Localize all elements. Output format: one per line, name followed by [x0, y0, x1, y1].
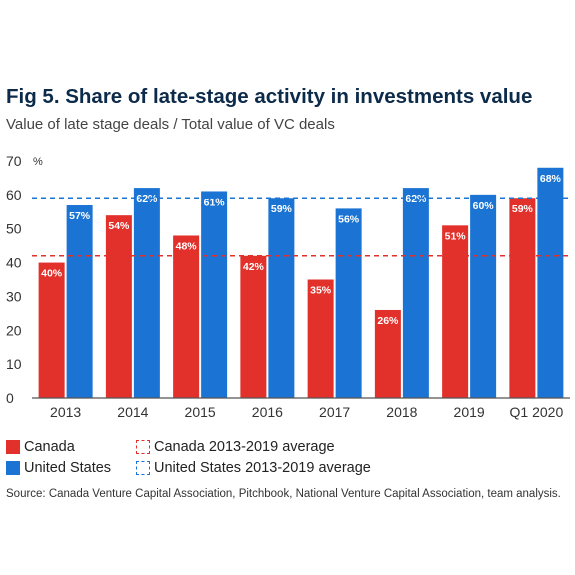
legend-swatch-us-average [136, 460, 150, 475]
data-label: 26% [377, 315, 399, 327]
bar-united-states-2019 [470, 194, 497, 398]
y-tick-label: 40 [6, 255, 22, 271]
chart-subtitle: Value of late stage deals / Total value … [6, 116, 335, 133]
y-tick-label: 60 [6, 187, 22, 203]
y-tick-label: 0 [6, 390, 14, 406]
legend-swatch-united-states [6, 460, 20, 475]
data-label: 51% [445, 230, 467, 242]
data-label: 62% [405, 193, 427, 205]
bar-united-states-2013 [66, 205, 93, 398]
x-tick-label: 2015 [185, 404, 216, 420]
bar-united-states-2015 [201, 191, 228, 398]
legend-swatch-canada-average [136, 439, 150, 454]
legend-label-us-average: United States 2013-2019 average [154, 459, 371, 476]
y-tick-label: 70 [6, 153, 22, 169]
x-tick-label: 2016 [252, 404, 283, 420]
bar-united-states-2016 [268, 198, 295, 398]
legend-item-canada: Canada [6, 439, 136, 455]
x-tick-label: Q1 2020 [510, 404, 564, 420]
x-tick-label: 2019 [454, 404, 485, 420]
bar-united-states-2014 [133, 188, 160, 398]
data-label: 42% [243, 261, 265, 273]
legend-row-averages: United States United States 2013-2019 av… [6, 457, 371, 478]
data-label: 59% [271, 203, 293, 215]
x-tick-label: 2017 [319, 404, 350, 420]
chart-title: Fig 5. Share of late-stage activity in i… [6, 85, 533, 108]
bar-canada-2019 [442, 225, 469, 398]
source-note: Source: Canada Venture Capital Associati… [6, 488, 561, 500]
x-tick-label: 2013 [50, 404, 81, 420]
y-tick-label: 50 [6, 221, 22, 237]
legend-row-series: Canada Canada 2013-2019 average [6, 436, 371, 457]
data-label: 60% [473, 200, 495, 212]
data-label: 59% [512, 203, 534, 215]
legend-swatch-canada [6, 439, 20, 454]
chart-legend: Canada Canada 2013-2019 average United S… [6, 436, 371, 478]
legend-label-canada-average: Canada 2013-2019 average [154, 438, 335, 455]
bar-canada-2013 [38, 262, 65, 398]
data-label: 35% [310, 285, 332, 297]
data-label: 57% [69, 210, 91, 222]
legend-item-us-average: United States 2013-2019 average [136, 460, 371, 476]
bar-canada-2015 [173, 235, 200, 398]
legend-label-canada: Canada [24, 438, 75, 455]
bar-canada-2016 [240, 255, 267, 398]
bar-united-states-2018 [402, 188, 429, 398]
x-tick-label: 2018 [386, 404, 417, 420]
bar-united-states-q1-2020 [537, 167, 564, 398]
data-label: 48% [176, 240, 198, 252]
data-label: 56% [338, 213, 360, 225]
bar-canada-2018 [374, 309, 401, 398]
bar-canada-2014 [105, 215, 132, 398]
x-tick-label: 2014 [117, 404, 148, 420]
data-label: 40% [41, 268, 63, 280]
bar-canada-2017 [307, 279, 334, 398]
legend-item-canada-average: Canada 2013-2019 average [136, 439, 335, 455]
bar-canada-q1-2020 [509, 198, 536, 398]
data-label: 61% [204, 196, 226, 208]
bar-united-states-2017 [335, 208, 362, 398]
data-label: 54% [108, 220, 130, 232]
y-tick-label: 20 [6, 322, 22, 338]
y-unit-label: % [33, 156, 43, 168]
data-label: 62% [136, 193, 158, 205]
legend-label-united-states: United States [24, 459, 112, 476]
legend-item-united-states: United States [6, 460, 136, 476]
data-label: 68% [540, 173, 562, 185]
y-tick-label: 10 [6, 356, 22, 372]
y-tick-label: 30 [6, 288, 22, 304]
